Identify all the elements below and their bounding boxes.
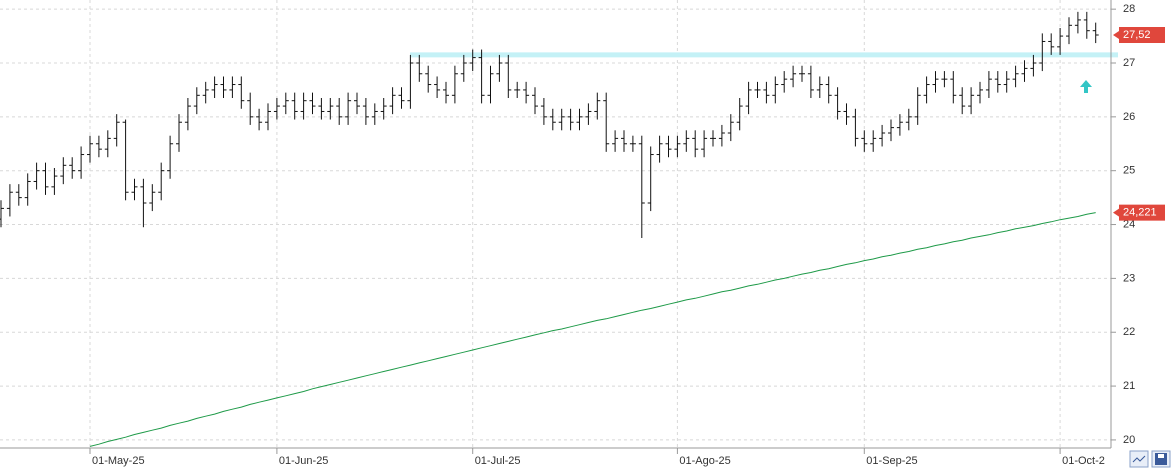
price-marker-label: 27,52 <box>1123 29 1151 41</box>
plot-area <box>0 11 1118 447</box>
zoom-icon <box>1132 455 1146 463</box>
save-icon-label <box>1158 454 1164 458</box>
y-tick-label: 23 <box>1123 272 1135 284</box>
y-tick-label: 26 <box>1123 111 1135 123</box>
x-tick-label: 01-Jun-25 <box>279 455 329 467</box>
y-tick-label: 27 <box>1123 57 1135 69</box>
zoom-button[interactable] <box>1129 450 1149 468</box>
x-tick-label: 01-Ago-25 <box>679 455 730 467</box>
toolbar <box>1129 450 1171 468</box>
y-tick-label: 24 <box>1123 218 1135 230</box>
y-tick-label: 22 <box>1123 326 1135 338</box>
price-marker <box>1119 204 1165 221</box>
price-marker <box>1119 27 1165 43</box>
price-marker-pointer <box>1113 31 1119 39</box>
y-tick-label: 25 <box>1123 165 1135 177</box>
y-tick-label: 28 <box>1123 3 1135 15</box>
signal-arrow <box>1080 80 1092 93</box>
y-tick-label: 21 <box>1123 380 1135 392</box>
x-tick-label: 01-Sep-25 <box>866 455 917 467</box>
x-tick-label: 01-May-25 <box>92 455 145 467</box>
grid <box>0 0 1111 448</box>
y-tick-label: 20 <box>1123 434 1135 446</box>
moving-average-line <box>89 212 1096 447</box>
x-tick-label: 01-Oct-2 <box>1062 455 1105 467</box>
x-tick-label: 01-Jul-25 <box>475 455 521 467</box>
price-marker-label: 24,221 <box>1123 207 1157 219</box>
price-marker-pointer <box>1113 208 1119 217</box>
